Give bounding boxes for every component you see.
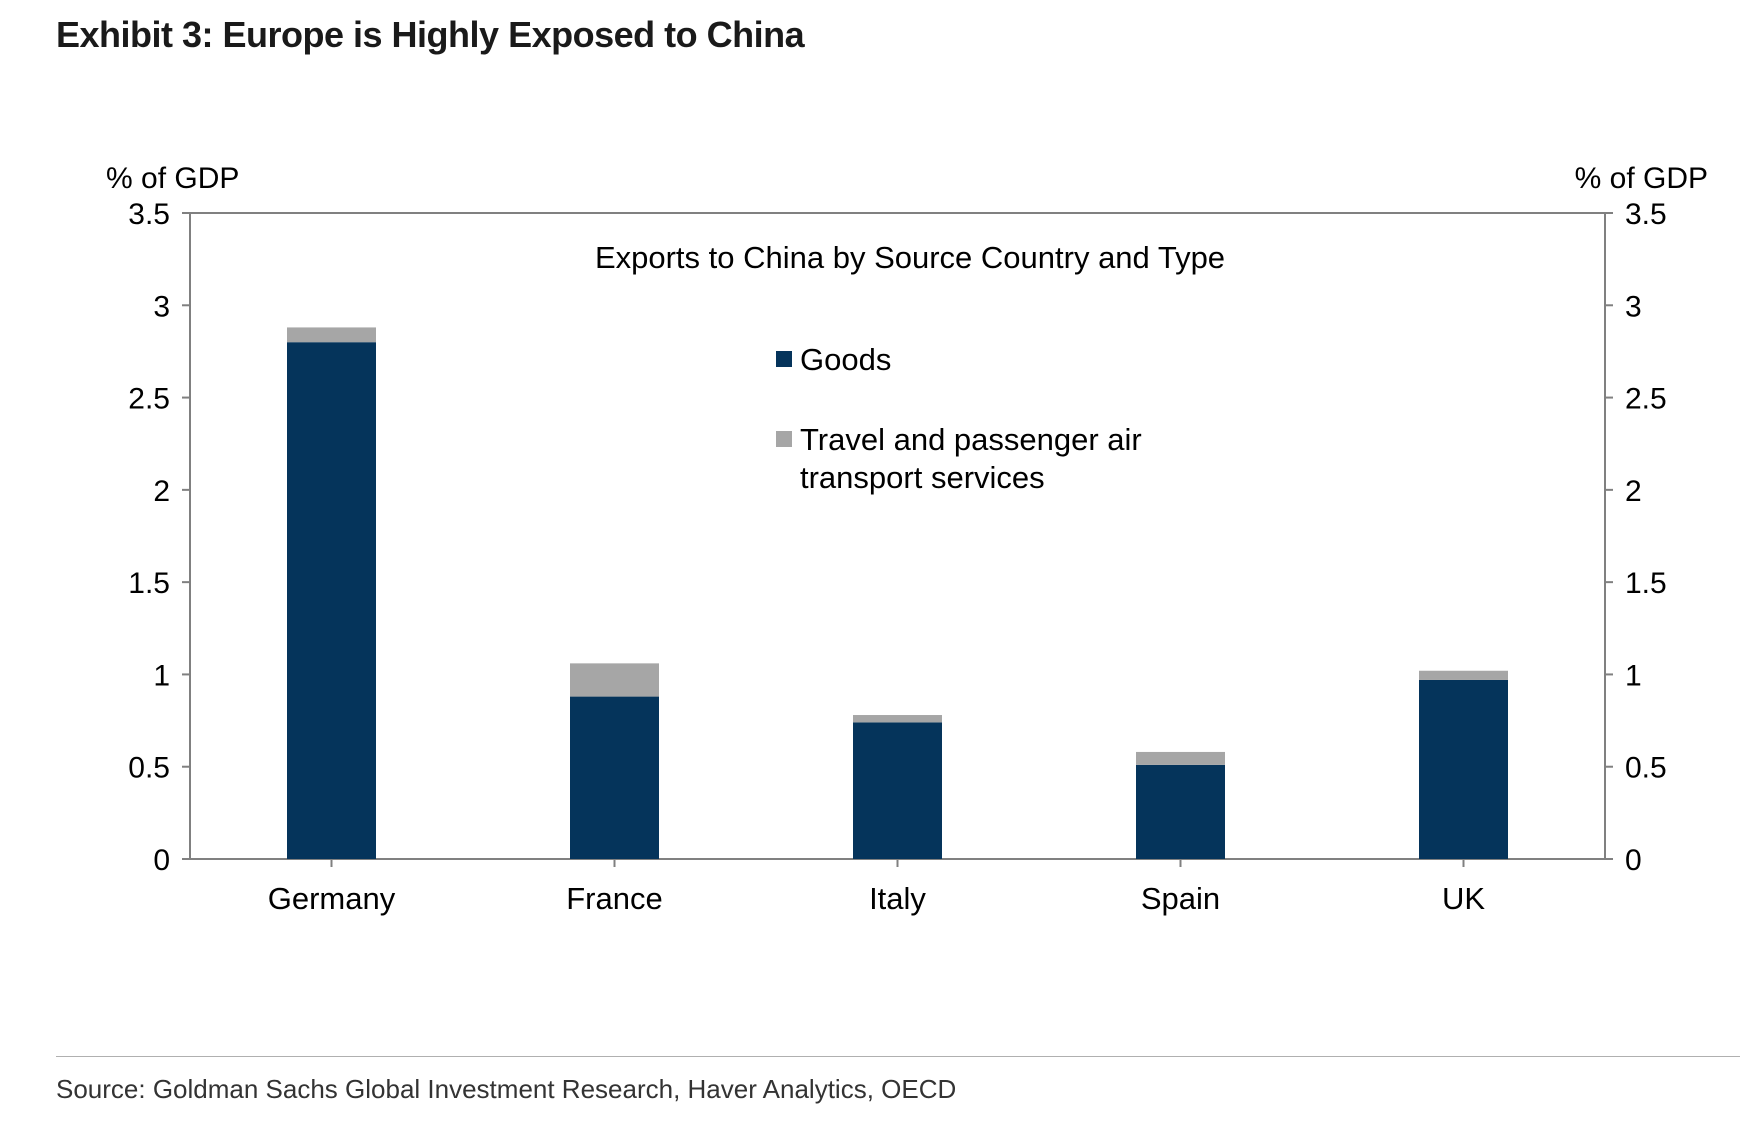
y-tick-label-right: 2 [1625, 475, 1642, 508]
y-tick-label-left: 0 [153, 844, 170, 877]
source-note: Source: Goldman Sachs Global Investment … [56, 1074, 957, 1104]
y-tick-label-right: 0 [1625, 844, 1642, 877]
x-tick-label: Germany [268, 881, 396, 916]
y-tick-label-right: 0.5 [1625, 752, 1667, 785]
legend-travel-label-line2: transport services [800, 460, 1045, 495]
y-axis-left: 0 0.5 1 1.5 2 2.5 3 3.5 [128, 198, 190, 877]
y-axis-label-left: % of GDP [106, 162, 239, 195]
y-tick-label-right: 2.5 [1625, 383, 1667, 416]
y-axis-right: 0 0.5 1 1.5 2 2.5 3 3.5 [1605, 198, 1667, 877]
legend-goods-swatch [776, 351, 792, 367]
bar-travel-italy [853, 715, 942, 723]
y-tick-label-right: 3.5 [1625, 198, 1667, 231]
bar-series [287, 327, 1508, 859]
x-tick-label: Italy [869, 881, 926, 916]
exhibit-title: Exhibit 3: Europe is Highly Exposed to C… [56, 14, 805, 55]
y-axis-label-right: % of GDP [1575, 162, 1708, 195]
chart-title: Exports to China by Source Country and T… [595, 240, 1225, 275]
legend-travel-label-line1: Travel and passenger air [800, 422, 1142, 457]
bar-travel-spain [1136, 751, 1225, 765]
legend-travel-swatch [776, 431, 792, 447]
y-tick-label-left: 2 [153, 475, 170, 508]
bar-goods-uk [1419, 679, 1508, 859]
bar-travel-france [570, 663, 659, 697]
y-tick-label-left: 1 [153, 659, 170, 692]
bar-goods-france [570, 696, 659, 859]
y-tick-label-right: 1 [1625, 659, 1642, 692]
y-tick-label-left: 0.5 [128, 752, 170, 785]
bar-goods-italy [853, 722, 942, 859]
bar-goods-spain [1136, 764, 1225, 859]
bar-travel-germany [287, 327, 376, 343]
legend: Goods Travel and passenger air transport… [776, 342, 1142, 495]
bar-travel-uk [1419, 670, 1508, 680]
y-tick-label-left: 2.5 [128, 383, 170, 416]
x-tick-label: France [566, 881, 662, 916]
y-tick-label-right: 1.5 [1625, 567, 1667, 600]
legend-goods-label: Goods [800, 342, 891, 377]
y-tick-label-left: 3 [153, 290, 170, 323]
bar-goods-germany [287, 342, 376, 859]
y-tick-label-right: 3 [1625, 290, 1642, 323]
y-tick-label-left: 3.5 [128, 198, 170, 231]
source-divider [56, 1056, 1740, 1057]
x-axis: Germany France Italy Spain UK [268, 859, 1485, 916]
x-tick-label: Spain [1141, 881, 1220, 916]
x-tick-label: UK [1442, 881, 1485, 916]
y-tick-label-left: 1.5 [128, 567, 170, 600]
